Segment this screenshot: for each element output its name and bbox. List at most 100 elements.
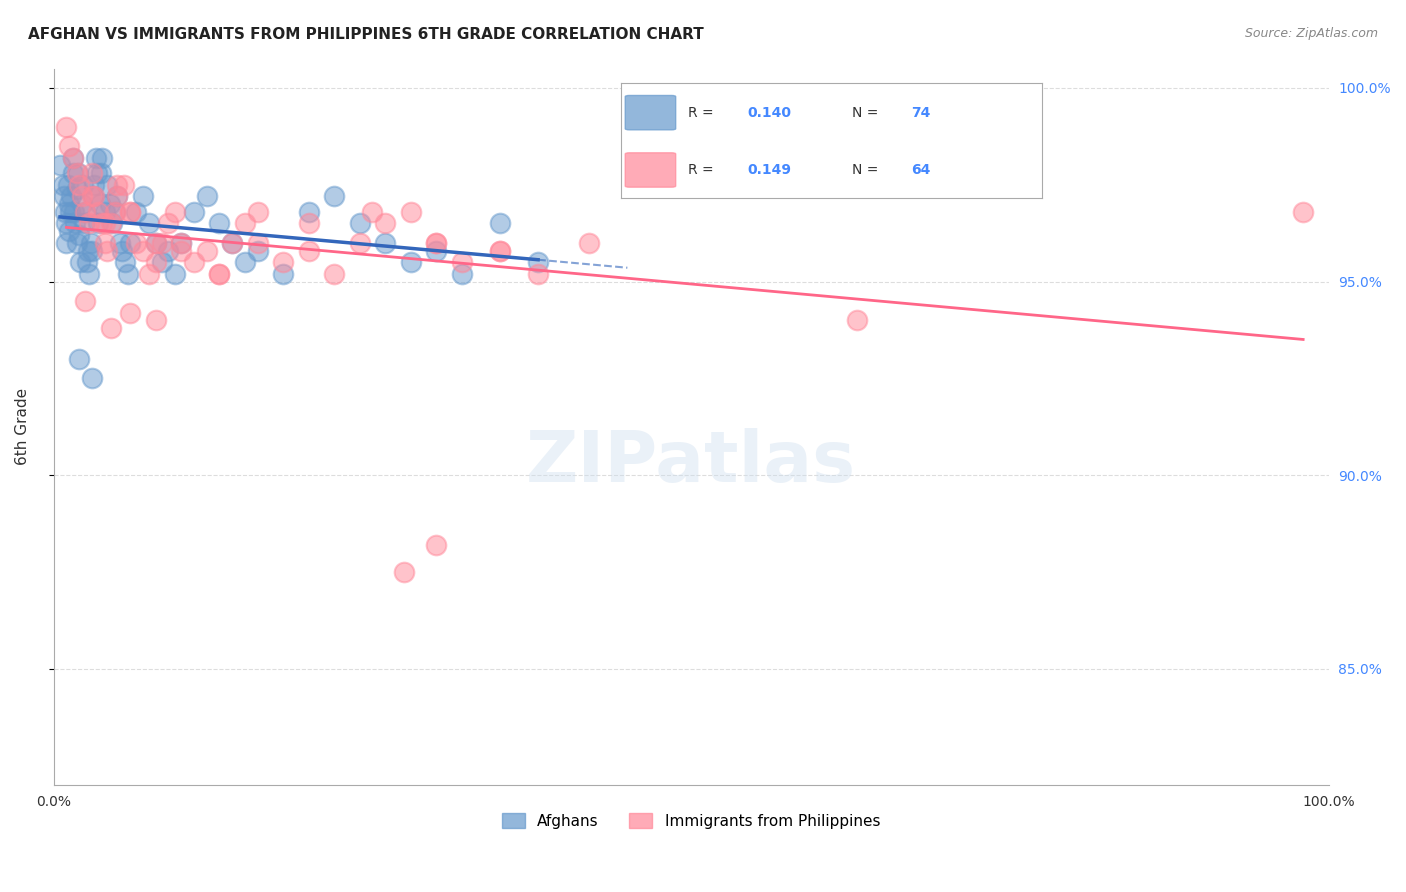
Point [105,189,128,203]
Point [145,255,167,269]
Point [298,217,321,231]
Point [114,255,136,269]
Point [195,189,218,203]
Point [62,151,84,165]
Point [91,151,114,165]
Point [271,255,294,269]
Point [111,244,134,258]
Point [93,217,115,231]
Point [246,204,269,219]
Point [195,244,218,258]
Point [105,189,128,203]
Point [67,178,90,192]
Point [77,244,100,258]
Point [145,235,167,250]
Point [183,255,205,269]
Point [145,313,167,327]
Legend: Afghans, Immigrants from Philippines: Afghans, Immigrants from Philippines [496,806,886,835]
Point [76,255,98,269]
Point [120,204,142,219]
Point [53,204,76,219]
Point [425,235,447,250]
Point [120,305,142,319]
Point [323,267,346,281]
Point [578,235,600,250]
Point [58,224,80,238]
Point [69,255,91,269]
Point [79,267,101,281]
Point [75,204,97,219]
Point [208,217,231,231]
Point [58,197,80,211]
Point [66,166,89,180]
Point [183,204,205,219]
Point [425,538,447,552]
Point [90,166,112,180]
Point [65,166,87,180]
Point [489,217,512,231]
Point [221,235,243,250]
Point [125,204,148,219]
Point [49,158,72,172]
Point [67,228,90,243]
Point [80,189,103,203]
Point [349,217,371,231]
Point [98,197,121,211]
Point [246,235,269,250]
Point [59,204,82,219]
Point [120,235,142,250]
Point [298,244,321,258]
Point [112,178,135,192]
Point [75,204,97,219]
Point [65,217,87,231]
Point [138,267,160,281]
Point [298,204,321,219]
Point [79,217,101,231]
Point [150,255,173,269]
Point [163,267,186,281]
Text: AFGHAN VS IMMIGRANTS FROM PHILIPPINES 6TH GRADE CORRELATION CHART: AFGHAN VS IMMIGRANTS FROM PHILIPPINES 6T… [28,27,704,42]
Point [246,244,269,258]
Point [79,235,101,250]
Point [399,255,422,269]
Point [157,244,180,258]
Point [450,267,472,281]
Point [163,204,186,219]
Point [55,120,77,134]
Point [170,235,193,250]
Point [62,151,84,165]
Point [62,166,84,180]
Point [132,244,155,258]
Point [82,189,104,203]
Point [208,267,231,281]
Point [170,235,193,250]
Point [70,189,93,203]
Point [83,178,105,192]
Point [91,217,114,231]
Point [527,255,550,269]
Point [55,235,77,250]
Point [104,204,127,219]
Point [450,255,472,269]
Point [374,235,396,250]
Point [96,244,118,258]
Point [233,217,256,231]
Point [425,244,447,258]
Point [208,267,231,281]
Point [399,204,422,219]
Point [271,267,294,281]
Point [84,151,107,165]
Point [65,181,87,195]
Point [489,244,512,258]
Point [100,217,122,231]
Point [93,235,115,250]
Point [65,235,87,250]
Point [87,204,110,219]
Point [105,178,128,192]
Point [108,235,131,250]
Point [70,197,93,211]
Point [73,217,96,231]
Point [58,139,80,153]
Point [60,189,83,203]
Point [80,166,103,180]
